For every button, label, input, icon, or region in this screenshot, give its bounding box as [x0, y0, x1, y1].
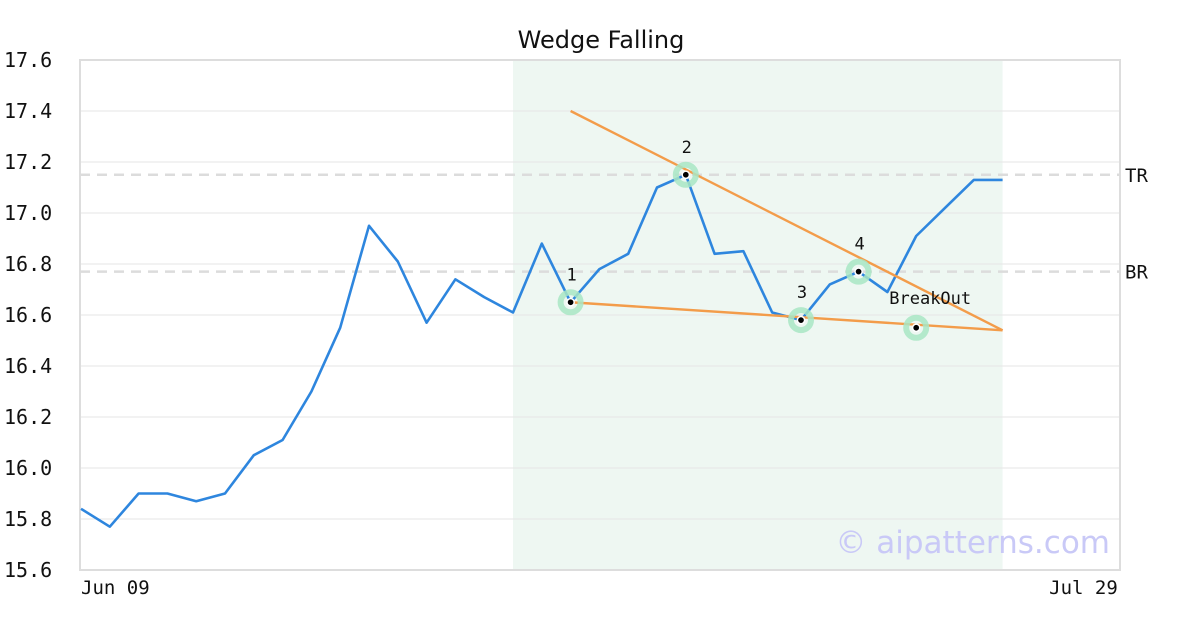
pattern-point-halo [788, 307, 814, 334]
x-tick-label: Jun 09 [81, 577, 150, 599]
y-tick-label: 16.8 [4, 252, 52, 276]
y-tick-label: 17.6 [4, 48, 52, 72]
y-tick-label: 16.6 [4, 303, 52, 327]
y-tick-label: 16.0 [4, 456, 52, 480]
y-tick-label: 17.4 [4, 99, 52, 123]
pattern-point-label: 1 [566, 265, 576, 285]
pattern-point-halo [672, 161, 699, 188]
y-tick-label: 15.8 [4, 507, 52, 531]
lower-trendline [570, 301, 1003, 332]
pattern-point-label: 3 [797, 283, 807, 303]
pattern-point-marker [796, 315, 806, 325]
pattern-point-label: BreakOut [889, 289, 971, 309]
pattern-point-marker [911, 323, 921, 333]
plot-frame [79, 59, 1121, 571]
pattern-point-halo [903, 314, 930, 341]
y-tick-label: 17.2 [4, 150, 52, 174]
pattern-point-marker [854, 267, 863, 276]
pattern-point-label: 4 [854, 235, 864, 255]
y-tick-label: 15.6 [4, 558, 52, 582]
y-tick-label: 16.2 [4, 405, 52, 429]
y-tick-label: 16.4 [4, 354, 52, 378]
watermark: © aipatterns.com [835, 525, 1110, 561]
pattern-point-marker [681, 170, 691, 180]
pattern-point-halo [557, 289, 584, 316]
pattern-point-label: 2 [682, 138, 692, 158]
upper-trendline [570, 109, 1004, 332]
pattern-point-halo [845, 258, 872, 285]
reference-label-tr: TR [1125, 165, 1148, 187]
chart-title: Wedge Falling [518, 26, 685, 54]
pattern-point-marker [566, 297, 575, 307]
reference-label-br: BR [1125, 262, 1148, 284]
x-tick-label: Jul 29 [1049, 577, 1118, 599]
y-tick-label: 17.0 [4, 201, 52, 225]
